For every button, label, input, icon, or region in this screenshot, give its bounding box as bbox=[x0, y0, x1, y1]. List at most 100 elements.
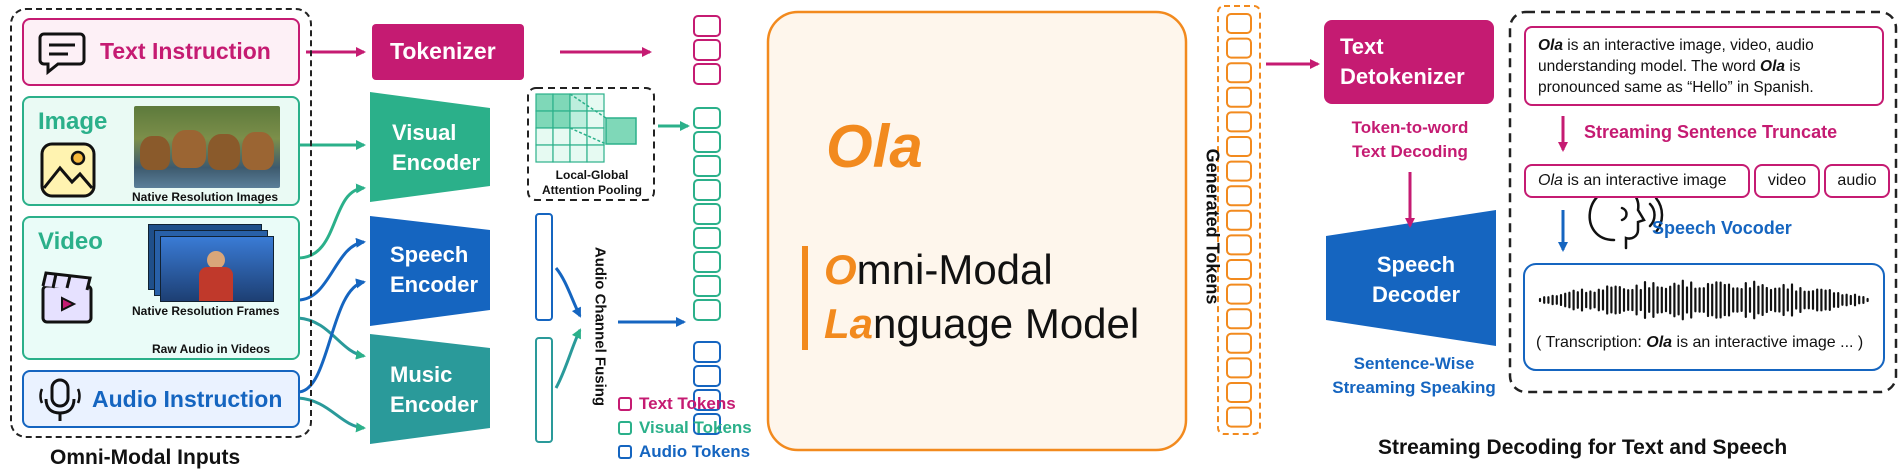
speaking-caption: Sentence-Wise Streaming Speaking bbox=[1316, 352, 1512, 400]
inputs-title: Omni-Modal Inputs bbox=[50, 446, 241, 469]
speech-encoder-shape bbox=[370, 216, 490, 326]
generated-token bbox=[1226, 406, 1252, 428]
output-text-line1-rest: is an interactive image, video, audio bbox=[1562, 37, 1814, 54]
pooling-grid-cell bbox=[535, 127, 554, 146]
input-token bbox=[693, 389, 721, 411]
input-token bbox=[693, 413, 721, 435]
ola-line2-rest: nguage Model bbox=[873, 300, 1140, 347]
generated-token bbox=[1226, 111, 1252, 133]
input-token bbox=[693, 15, 721, 37]
generated-token bbox=[1226, 160, 1252, 182]
generated-token bbox=[1226, 259, 1252, 280]
pooling-grid-cell bbox=[552, 127, 571, 146]
transcription-ola: Ola bbox=[1646, 334, 1673, 351]
microphone-icon bbox=[39, 378, 81, 421]
output-text-line3: pronounced same as “Hello” in Spanish. bbox=[1538, 79, 1814, 96]
vocoder-label: Speech Vocoder bbox=[1652, 218, 1792, 238]
arrow-audio-to-music bbox=[297, 396, 366, 433]
music-encoder-label: Music Encoder bbox=[390, 360, 478, 420]
pooling-caption-line2: Attention Pooling bbox=[542, 183, 642, 197]
pooling-grid-cell bbox=[552, 110, 571, 129]
visual-encoder-line1: Visual bbox=[392, 120, 457, 145]
legend-text-swatch bbox=[618, 397, 632, 411]
image-card: Image Native Resolution Images bbox=[22, 96, 300, 206]
pooling-caption-line1: Local-Global bbox=[555, 168, 629, 182]
pooled-cell bbox=[605, 117, 637, 145]
input-token bbox=[693, 107, 721, 129]
generated-token bbox=[1226, 185, 1252, 207]
pooling-grid-cell bbox=[586, 93, 605, 112]
audio-instruction-label: Audio Instruction bbox=[92, 386, 283, 412]
speech-encoder-line2: Encoder bbox=[390, 272, 479, 297]
fusing-label: Audio Channel Fusing bbox=[591, 246, 609, 407]
speech-decoder-line2: Decoder bbox=[1371, 282, 1461, 307]
output-text-line2: understanding model. The word Ola is bbox=[1538, 56, 1870, 77]
input-token bbox=[693, 39, 721, 61]
transcription-post: is an interactive image ... ) bbox=[1672, 334, 1864, 351]
detokenizer-line2: Detokenizer bbox=[1340, 64, 1465, 89]
legend-audio-swatch bbox=[618, 445, 632, 459]
text-instruction-card: Text Instruction bbox=[22, 18, 300, 86]
generated-token bbox=[1226, 86, 1252, 108]
speaking-caption-line1: Sentence-Wise bbox=[1353, 354, 1475, 373]
text-instruction-label: Text Instruction bbox=[100, 38, 271, 64]
tokenizer-label: Tokenizer bbox=[390, 38, 496, 64]
generated-token bbox=[1226, 209, 1252, 231]
output-text-line2-pre: understanding model. The word bbox=[1538, 58, 1761, 75]
segment-third: audio bbox=[1824, 164, 1890, 198]
music-encoder-line1: Music bbox=[390, 362, 453, 387]
generated-token bbox=[1226, 332, 1252, 354]
ola-accent-o: O bbox=[824, 246, 857, 293]
detok-caption-line2: Text Decoding bbox=[1352, 142, 1468, 161]
inputs-dashed-box bbox=[10, 8, 312, 438]
ola-line-language: Language Model bbox=[824, 300, 1139, 348]
segment-second: video bbox=[1754, 164, 1820, 198]
detokenizer-box: Text Detokenizer bbox=[1324, 20, 1494, 104]
segment-first-rest: is an interactive image bbox=[1562, 172, 1727, 189]
arrow-speech-fuse bbox=[554, 267, 582, 318]
input-token bbox=[693, 63, 721, 85]
detokenizer-line1: Text bbox=[1340, 34, 1384, 59]
arrow-audio-to-speech bbox=[297, 278, 366, 394]
ola-accent-bar bbox=[802, 246, 808, 350]
segment-first-ola: Ola bbox=[1538, 172, 1563, 189]
legend-visual-label: Visual Tokens bbox=[639, 418, 752, 437]
generated-token bbox=[1226, 234, 1252, 256]
generated-token bbox=[1226, 13, 1252, 34]
input-token bbox=[693, 203, 721, 225]
input-token bbox=[693, 251, 721, 273]
generated-token-column bbox=[1226, 13, 1252, 428]
generated-token bbox=[1226, 136, 1252, 157]
video-label: Video bbox=[38, 228, 103, 255]
video-frames-thumbnail bbox=[148, 224, 274, 302]
video-clapper-icon bbox=[41, 271, 93, 324]
visual-encoder-shape bbox=[370, 92, 490, 202]
raw-audio-caption: Raw Audio in Videos bbox=[152, 342, 271, 356]
pooling-grid-cell bbox=[569, 110, 588, 129]
pooling-caption: Local-Global Attention Pooling bbox=[530, 168, 654, 198]
pooling-grid-cell bbox=[535, 144, 554, 163]
music-encoder-shape bbox=[370, 334, 490, 444]
legend-audio-label: Audio Tokens bbox=[639, 442, 751, 461]
generated-token bbox=[1226, 357, 1252, 379]
input-token bbox=[693, 275, 721, 297]
generated-token bbox=[1226, 308, 1252, 330]
truncate-label: Streaming Sentence Truncate bbox=[1584, 122, 1838, 142]
pooling-grid-cell bbox=[535, 93, 554, 112]
input-token bbox=[693, 155, 721, 177]
visual-encoder-line2: Encoder bbox=[392, 150, 481, 175]
speech-output-box bbox=[1523, 263, 1885, 371]
generated-token bbox=[1226, 62, 1252, 84]
transcription-line: ( Transcription: Ola is an interactive i… bbox=[1536, 334, 1863, 352]
legend-audio-tokens: Audio Tokens bbox=[618, 442, 750, 462]
speech-waveform bbox=[1538, 279, 1869, 321]
segment-third-label: audio bbox=[1837, 172, 1877, 189]
image-icon bbox=[40, 142, 96, 198]
legend-visual-swatch bbox=[618, 421, 632, 435]
image-label: Image bbox=[38, 108, 108, 135]
ola-accent-la: La bbox=[824, 300, 874, 347]
segment-second-label: video bbox=[1767, 172, 1807, 189]
ola-line-omni: Omni-Modal bbox=[824, 246, 1053, 294]
output-text-ola-1: Ola bbox=[1538, 37, 1563, 54]
